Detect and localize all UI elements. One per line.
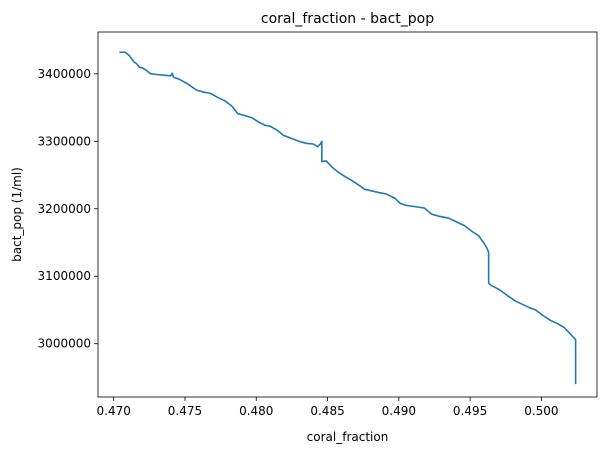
x-tick-label: 0.485: [310, 404, 344, 418]
x-tick-label: 0.475: [168, 404, 202, 418]
series-line: [119, 51, 577, 385]
y-tick-label: 3300000: [38, 134, 91, 148]
x-tick-label: 0.495: [453, 404, 487, 418]
y-tick-label: 3100000: [38, 269, 91, 283]
axes-frame: [97, 31, 598, 398]
x-tick-label: 0.480: [239, 404, 273, 418]
chart-title: coral_fraction - bact_pop: [261, 11, 434, 27]
x-tick-label: 0.490: [382, 404, 416, 418]
x-tick-label: 0.470: [97, 404, 131, 418]
x-axis: 0.470 0.475 0.480 0.485 0.490 0.495 0.500: [97, 397, 559, 418]
y-tick-label: 3200000: [38, 202, 91, 216]
y-tick-label: 3400000: [38, 67, 91, 81]
y-axis-label: bact_pop (1/ml): [10, 167, 24, 262]
y-tick-label: 3000000: [38, 337, 91, 351]
y-axis: 3000000 3100000 3200000 3300000 3400000: [38, 67, 98, 351]
x-axis-label: coral_fraction: [307, 430, 389, 444]
x-tick-label: 0.500: [524, 404, 558, 418]
plot-area: [119, 51, 577, 385]
